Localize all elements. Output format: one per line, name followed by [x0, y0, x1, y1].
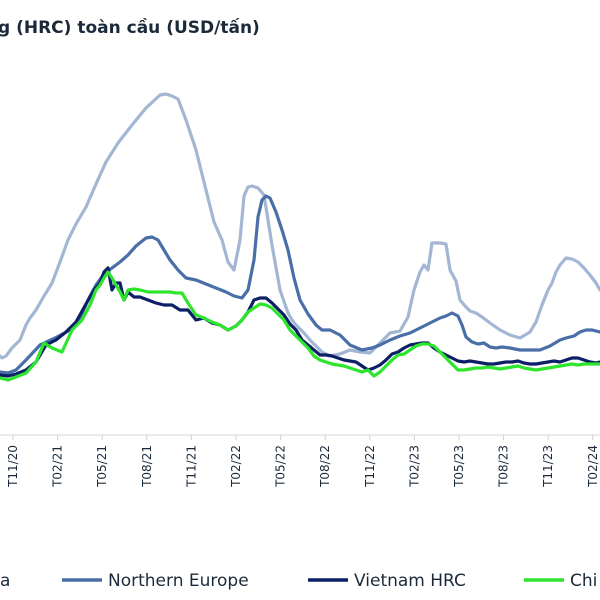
x-tick-label: T05/23 — [452, 445, 466, 488]
x-axis-ticks: T11/20 T02/21 T05/21 T08/21 T11/21 T02/22 T05/… — [6, 435, 600, 488]
x-tick-label: T11/20 — [6, 445, 20, 488]
legend: a Northern Europe Vietnam HRC Chi — [0, 571, 597, 591]
legend-label-2: Northern Europe — [108, 571, 249, 591]
x-tick-label: T08/22 — [318, 445, 332, 488]
legend-label-4: Chi — [570, 571, 597, 591]
series-line-1 — [0, 92, 600, 360]
x-tick-label: T08/23 — [497, 445, 511, 488]
x-tick-label: T02/21 — [51, 445, 65, 488]
x-tick-label: T08/21 — [140, 445, 154, 488]
x-tick-label: T05/21 — [95, 445, 109, 488]
x-tick-label: T02/23 — [407, 445, 421, 488]
chart-title: g (HRC) toàn cầu (USD/tấn) — [0, 18, 260, 38]
x-tick-label: T02/24 — [586, 445, 600, 488]
series-line-4 — [0, 270, 600, 382]
legend-label-3: Vietnam HRC — [354, 571, 466, 591]
series-line-2 — [0, 194, 600, 375]
x-tick-label: T11/23 — [541, 445, 555, 488]
x-tick-label: T05/22 — [274, 445, 288, 488]
series-layer — [0, 92, 600, 382]
x-tick-label: T02/22 — [229, 445, 243, 488]
series-line-3 — [0, 266, 600, 378]
legend-label-1: a — [0, 571, 10, 591]
x-tick-label: T11/22 — [363, 445, 377, 488]
x-tick-label: T11/21 — [184, 445, 198, 488]
